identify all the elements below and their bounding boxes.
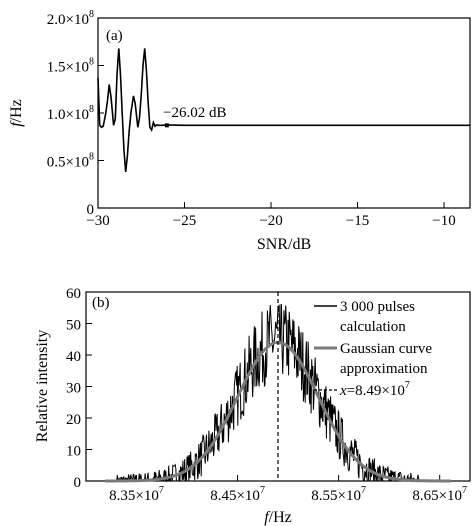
- panel-b-y-tick-label: 60: [66, 286, 81, 302]
- legend-label-series-1-line1: 3 000 pulses: [340, 299, 415, 315]
- panel-b-x-tick-label: 8.35×107: [109, 485, 164, 504]
- legend-label-series-1-line2: calculation: [340, 319, 406, 335]
- panel-a-y-tick-label: 2.0×108: [47, 9, 94, 28]
- panel-a-plot-frame: [97, 17, 471, 209]
- panel-a-x-tick-label: −20: [259, 213, 282, 229]
- panel-b: 0 10 20 30 40 50 60 8.35×107 8.45×107 8.55×107 8.…: [34, 286, 471, 526]
- panel-b-label: (b): [92, 295, 110, 311]
- panel-b-x-axis-label: f/Hz: [264, 509, 292, 526]
- panel-a-label: (a): [106, 28, 123, 44]
- legend-label-series-2-line1: Gaussian curve: [340, 341, 432, 357]
- panel-a-y-axis-label: f/Hz: [8, 99, 25, 127]
- panel-a-y-tick-label: 0.5×108: [47, 152, 94, 171]
- panel-b-y-tick-label: 50: [66, 318, 81, 334]
- panel-b-x-tick-label: 8.45×107: [210, 485, 265, 504]
- panel-b-legend: 3 000 pulses calculation Gaussian curve …: [314, 299, 432, 399]
- panel-a: 0 0.5×108 1.0×108 1.5×108 2.0×108 −30 −25 −20 −…: [8, 9, 471, 253]
- panel-b-y-tick-label: 10: [66, 444, 81, 460]
- panel-b-x-tick-label: 8.65×107: [412, 485, 467, 504]
- panel-a-y-tick-label: 0: [87, 202, 95, 218]
- panel-b-series-measured-line: [116, 304, 424, 483]
- panel-b-y-tick-label: 20: [66, 412, 81, 428]
- panel-b-y-tick-label: 30: [66, 381, 81, 397]
- panel-a-x-axis-label: SNR/dB: [257, 236, 311, 253]
- panel-a-x-tick-label: −30: [86, 213, 109, 229]
- panel-a-x-tick-label: −10: [432, 213, 455, 229]
- panel-b-x-tick-label: 8.55×107: [311, 485, 366, 504]
- panel-a-x-tick-label: −25: [173, 213, 196, 229]
- panel-b-y-tick-label: 0: [74, 475, 82, 491]
- panel-a-y-tick-label: 1.0×108: [47, 104, 94, 123]
- legend-label-series-2-line2: approximation: [340, 361, 428, 377]
- panel-a-x-tick-label: −15: [346, 213, 369, 229]
- panel-a-annotation-marker: [164, 123, 169, 128]
- panel-b-y-axis-label: Relative intensity: [34, 330, 51, 442]
- legend-label-vline: x=8.49×107: [339, 380, 410, 399]
- panel-a-y-tick-label: 1.5×108: [47, 57, 94, 76]
- panel-a-annotation: −26.02 dB: [163, 105, 226, 121]
- panel-a-series-line: [97, 48, 470, 172]
- panel-b-y-tick-label: 40: [66, 349, 81, 365]
